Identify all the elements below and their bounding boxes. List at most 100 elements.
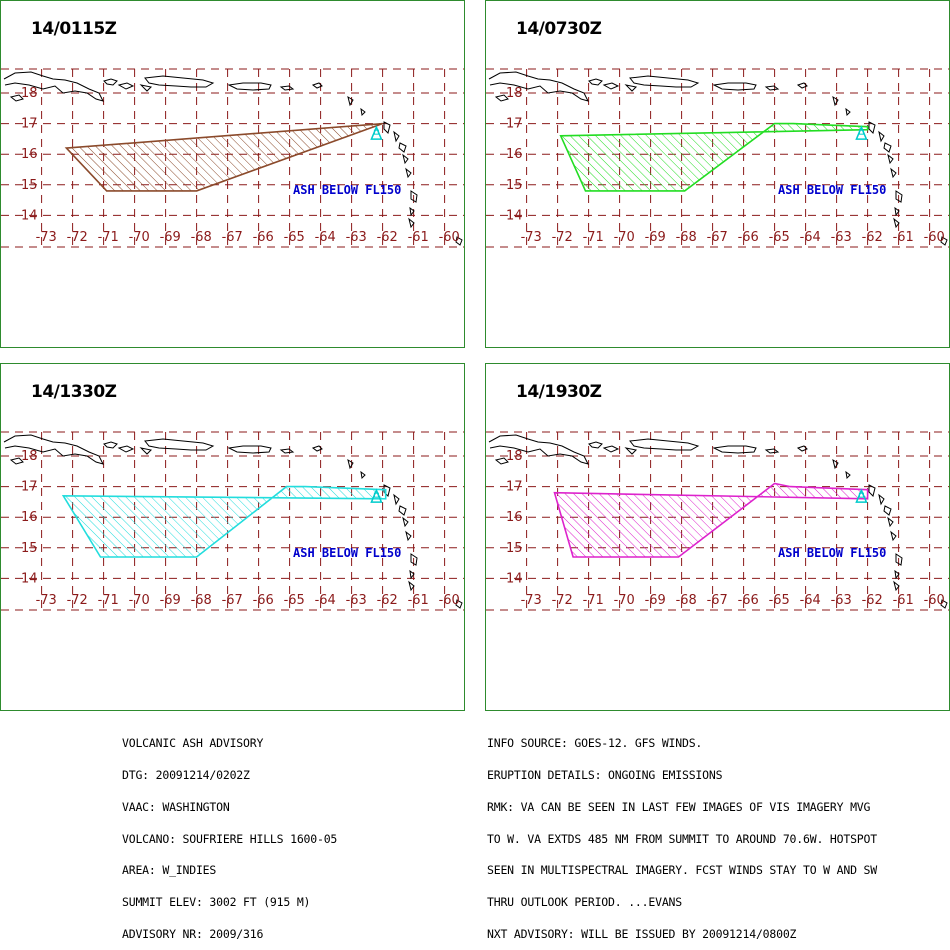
longitude-label: -73 <box>521 230 542 245</box>
coastline <box>383 121 391 134</box>
latitude-label: 15 <box>506 178 523 193</box>
coastline-group <box>488 71 948 246</box>
coastline <box>494 457 509 465</box>
advisory-line: VOLCANO: SOUFRIERE HILLS 1600-05 <box>122 831 338 846</box>
latitude-label: 17 <box>506 117 523 132</box>
coastline <box>103 78 118 86</box>
longitude-label: -68 <box>191 593 212 608</box>
coastline <box>408 580 415 592</box>
longitude-label: -68 <box>676 230 697 245</box>
longitude-label: -62 <box>862 593 883 608</box>
latitude-label: 14 <box>506 208 523 223</box>
longitude-label: -63 <box>831 593 852 608</box>
ash-cloud-polygon <box>553 482 869 558</box>
ash-forecast-map: ASH BELOW FL150 18 17 16 15 14 -73 -72 -71 -70 -69… <box>486 68 949 248</box>
coastline <box>393 130 400 143</box>
latitude-label: 14 <box>506 571 523 586</box>
coastline-group <box>3 434 463 609</box>
longitude-label: -62 <box>377 230 398 245</box>
coastline <box>455 236 463 246</box>
map-panel-3: 14/1330Z ASH BELOW FL150 18 17 16 15 14 -73 -72… <box>0 363 465 711</box>
longitude-label: -60 <box>439 230 460 245</box>
latitude-label: 14 <box>21 208 38 223</box>
coastline <box>139 84 153 92</box>
coastline <box>455 599 463 609</box>
advisory-line: SUMMIT ELEV: 3002 FT (915 M) <box>122 895 311 910</box>
coastline-group <box>488 434 948 609</box>
coastline <box>117 82 135 90</box>
longitude-label: -63 <box>346 593 367 608</box>
longitude-label: -66 <box>738 230 759 245</box>
map-panel-4: 14/1930Z ASH BELOW FL150 18 17 16 15 14 -73 -72… <box>485 363 950 711</box>
advisory-line: ADVISORY NR: 2009/316 <box>122 926 264 941</box>
longitude-label: -69 <box>645 593 666 608</box>
coastline <box>629 75 700 88</box>
coastline-group <box>3 71 463 246</box>
coastline <box>405 167 412 179</box>
coastline <box>144 75 215 88</box>
advisory-line: THRU OUTLOOK PERIOD. ...EVANS <box>487 895 682 910</box>
ash-label: ASH BELOW FL150 <box>778 546 886 560</box>
longitude-label: -67 <box>707 593 728 608</box>
latitude-label: 17 <box>506 480 523 495</box>
longitude-label: -72 <box>552 593 573 608</box>
coastline <box>894 569 900 580</box>
longitude-label: -73 <box>36 593 57 608</box>
longitude-label: -72 <box>67 230 88 245</box>
longitude-label: -65 <box>284 230 305 245</box>
longitude-label: -66 <box>253 230 274 245</box>
ash-cloud-polygon <box>559 122 869 192</box>
longitude-label: -71 <box>98 593 119 608</box>
longitude-label: -67 <box>222 230 243 245</box>
volcano-marker <box>858 129 864 135</box>
longitude-label: -61 <box>893 593 914 608</box>
longitude-label: -71 <box>583 593 604 608</box>
coastline <box>764 85 780 91</box>
coastline <box>629 438 700 451</box>
coastline <box>602 445 620 453</box>
longitude-label: -66 <box>738 593 759 608</box>
latitude-label: 18 <box>506 449 523 464</box>
coastline <box>878 493 885 506</box>
coastline <box>139 447 153 455</box>
advisory-line: AREA: W_INDIES <box>122 863 217 878</box>
longitude-label: -64 <box>800 593 821 608</box>
coastline <box>712 82 757 91</box>
coastline <box>9 94 24 102</box>
latitude-label: 15 <box>21 178 38 193</box>
coastline <box>868 121 876 134</box>
coastline <box>893 217 900 229</box>
coastline <box>624 84 638 92</box>
ash-cloud-polygon <box>61 485 387 558</box>
longitude-label: -67 <box>707 230 728 245</box>
coastline <box>360 470 366 480</box>
coastline <box>895 190 903 203</box>
longitude-label: -70 <box>614 593 635 608</box>
coastline <box>890 167 897 179</box>
longitude-label: -69 <box>645 230 666 245</box>
coastline <box>588 78 603 86</box>
longitude-label: -73 <box>36 230 57 245</box>
longitude-label: -72 <box>67 593 88 608</box>
coastline <box>893 580 900 592</box>
ash-label: ASH BELOW FL150 <box>778 183 886 197</box>
coastline <box>845 470 851 480</box>
coastline <box>347 95 354 107</box>
longitude-label: -64 <box>800 230 821 245</box>
advisory-line: TO W. VA EXTDS 485 NM FROM SUMMIT TO ARO… <box>487 831 877 846</box>
coastline <box>895 553 903 566</box>
coastline <box>405 530 412 542</box>
longitude-label: -63 <box>831 230 852 245</box>
volcano-marker <box>858 492 864 498</box>
advisory-line: DTG: 20091214/0202Z <box>122 767 250 782</box>
longitude-label: -60 <box>924 230 945 245</box>
longitude-label: -65 <box>769 593 790 608</box>
ash-label: ASH BELOW FL150 <box>293 546 401 560</box>
coastline <box>845 107 851 117</box>
coastline <box>409 569 415 580</box>
coastline <box>940 236 948 246</box>
latitude-label: 16 <box>506 147 523 162</box>
longitude-label: -71 <box>98 230 119 245</box>
coastline <box>410 553 418 566</box>
volcano-marker <box>373 129 379 135</box>
